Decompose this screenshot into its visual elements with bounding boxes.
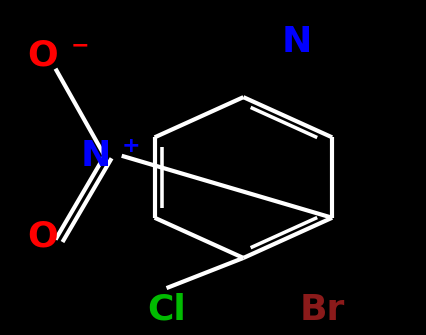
Text: +: + [121, 136, 140, 156]
Text: Cl: Cl [147, 293, 185, 327]
Text: O: O [27, 219, 58, 253]
Text: O: O [27, 38, 58, 72]
Text: −: − [70, 35, 89, 55]
Text: N: N [81, 139, 111, 173]
Text: N: N [281, 25, 311, 59]
Text: Br: Br [299, 293, 344, 327]
